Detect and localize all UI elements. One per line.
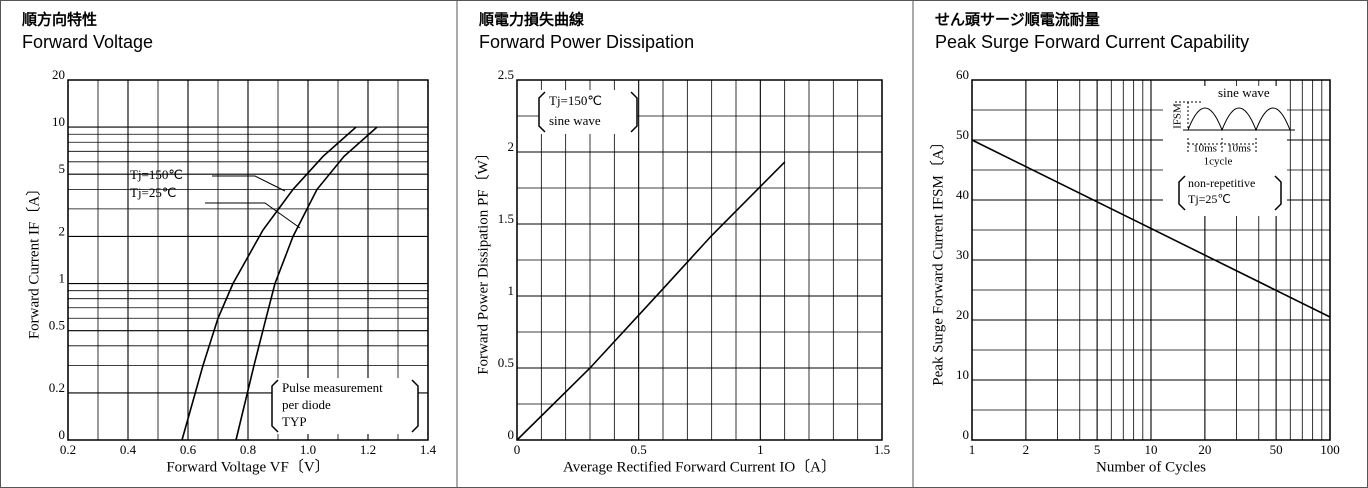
arrow (212, 175, 286, 192)
y-tick-label: 2 (59, 223, 66, 238)
y-axis-label: Peak Surge Forward Current IFSM〔A〕 (929, 134, 946, 385)
x-tick-label: 0.2 (60, 442, 76, 457)
plot-frame (971, 79, 1331, 441)
y-tick-label: 1 (59, 271, 66, 286)
y-tick-label: 10 (956, 367, 969, 382)
chart-subtitle: Peak Surge Forward Current Capability (935, 32, 1249, 52)
y-tick-label: 2 (508, 139, 515, 154)
annotation: non-repetitive (1188, 176, 1255, 190)
y-tick-label: 10 (52, 114, 65, 129)
y-tick-label: 5 (59, 161, 66, 176)
x-tick-label: 1.4 (420, 442, 437, 457)
annotation: Pulse measurement (282, 380, 383, 395)
annotation: Tj=150℃ (130, 167, 183, 182)
y-tick-label: 0 (963, 427, 970, 442)
x-tick-label: 1.5 (874, 442, 890, 457)
x-tick-label: 1 (757, 442, 764, 457)
arrow (205, 202, 301, 229)
y-tick-label: 0.5 (49, 318, 65, 333)
x-tick-label: 1.0 (300, 442, 316, 457)
series-line (235, 126, 378, 441)
annotation: 10ms (1227, 143, 1251, 155)
annotation: sine wave (549, 113, 601, 128)
y-tick-label: 60 (956, 67, 969, 82)
y-tick-label: 40 (956, 187, 969, 202)
annotation: sine wave (1218, 85, 1270, 100)
y-tick-label: 20 (956, 307, 969, 322)
series-line (971, 139, 1331, 318)
x-tick-label: 50 (1270, 442, 1283, 457)
x-axis-label: Number of Cycles (1096, 459, 1206, 475)
series-line (516, 161, 786, 441)
annotation: TYP (282, 414, 307, 429)
note-box (539, 90, 637, 134)
bracket (271, 379, 419, 433)
x-tick-label: 0.6 (180, 442, 197, 457)
annotation: 10ms (1193, 143, 1217, 155)
note-box (1163, 86, 1287, 216)
y-tick-label: 2.5 (498, 67, 514, 82)
y-axis-label: Forward Current IF〔A〕 (25, 181, 42, 339)
annotation: per diode (282, 397, 331, 412)
x-axis-label: Average Rectified Forward Current IO〔A〕 (563, 458, 836, 475)
panel: 順電力損失曲線 Forward Power Dissipation 0 0.5 1 1.5… (474, 11, 890, 476)
y-axis-label: Forward Power Dissipation PF〔W〕 (474, 145, 491, 375)
chart-subtitle: Forward Voltage (22, 32, 153, 52)
plot-frame (67, 79, 429, 441)
plot-frame (516, 79, 883, 441)
annotation: Tj=150℃ (549, 93, 602, 108)
dim (1175, 101, 1257, 152)
x-tick-label: 1.2 (360, 442, 376, 457)
chart-subtitle: Forward Power Dissipation (479, 32, 694, 52)
x-tick-label: 5 (1094, 442, 1101, 457)
bracket (538, 91, 638, 133)
panel: 順方向特性 Forward Voltage 0.2 0.4 0.6 0.8 1.0 1.2 1.… (21, 11, 437, 476)
annotation: IFSM (1172, 103, 1184, 129)
x-tick-label: 1 (969, 442, 976, 457)
y-tick-label: 0.5 (498, 355, 514, 370)
chart-title: 順方向特性 (21, 11, 97, 29)
x-tick-label: 0.5 (631, 442, 647, 457)
annotation: 1cycle (1204, 156, 1233, 168)
y-tick-label: 0.2 (49, 380, 65, 395)
bracket (1178, 175, 1282, 211)
annotation: Tj=25℃ (1188, 192, 1231, 206)
note-box (272, 378, 418, 434)
y-tick-label: 20 (52, 67, 65, 82)
chart-title: せん頭サージ順電流耐量 (935, 11, 1100, 29)
sine (1183, 107, 1295, 132)
x-tick-label: 10 (1145, 442, 1158, 457)
chart-title: 順電力損失曲線 (478, 11, 584, 29)
y-tick-label: 50 (956, 127, 969, 142)
y-tick-label: 1.5 (498, 211, 514, 226)
y-tick-label: 1 (508, 283, 515, 298)
y-tick-label: 0 (59, 427, 66, 442)
x-tick-label: 0.8 (240, 442, 256, 457)
panel: せん頭サージ順電流耐量 Peak Surge Forward Current Ca… (929, 11, 1339, 476)
series-line (181, 126, 357, 441)
x-tick-label: 0 (514, 442, 521, 457)
annotation: Tj=25℃ (130, 185, 176, 200)
y-tick-label: 0 (508, 427, 515, 442)
x-tick-label: 100 (1320, 442, 1340, 457)
x-axis-label: Forward Voltage VF〔V〕 (166, 458, 329, 475)
x-tick-label: 2 (1023, 442, 1030, 457)
y-tick-label: 30 (956, 247, 969, 262)
x-tick-label: 20 (1198, 442, 1211, 457)
x-tick-label: 0.4 (120, 442, 137, 457)
